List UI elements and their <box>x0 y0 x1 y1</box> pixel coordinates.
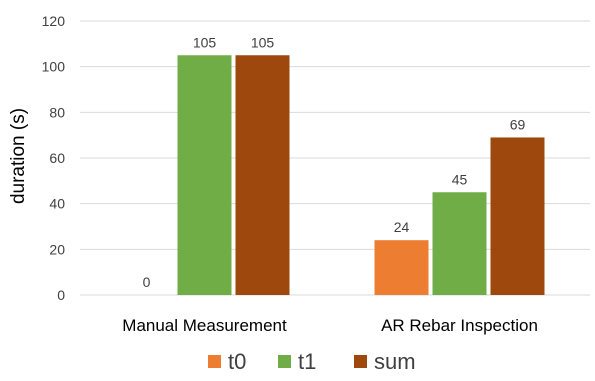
data-label-sum: 69 <box>510 116 526 132</box>
y-tick-label: 100 <box>42 59 66 75</box>
x-axis-ticks: Manual Measurement AR Rebar Inspection <box>122 316 538 335</box>
data-labels: 0 105 105 24 45 69 <box>143 34 526 290</box>
legend-label-sum: sum <box>374 349 416 374</box>
y-tick-label: 80 <box>49 104 65 120</box>
data-label-t0: 24 <box>394 219 410 235</box>
gridlines <box>80 20 590 296</box>
x-tick-label: Manual Measurement <box>122 316 287 335</box>
data-label-t1: 105 <box>193 34 217 50</box>
y-tick-label: 120 <box>42 13 66 29</box>
y-tick-label: 0 <box>57 287 65 303</box>
y-axis-ticks: 0 20 40 60 80 100 120 <box>42 13 66 303</box>
bar-t0 <box>374 240 429 295</box>
y-tick-label: 20 <box>49 241 65 257</box>
bar-t1 <box>177 55 232 295</box>
bar-sum <box>490 137 545 295</box>
legend-label-t1: t1 <box>298 349 316 374</box>
bar-sum <box>235 55 290 295</box>
y-tick-label: 40 <box>49 196 65 212</box>
data-label-sum: 105 <box>251 34 275 50</box>
bars <box>177 55 545 295</box>
data-label-t0: 0 <box>143 274 151 290</box>
data-label-t1: 45 <box>452 171 468 187</box>
y-tick-label: 60 <box>49 150 65 166</box>
legend: t0 t1 sum <box>208 349 416 374</box>
legend-swatch-t1 <box>278 355 291 368</box>
y-axis-title: duration (s) <box>8 108 29 204</box>
bar-t1 <box>432 192 487 295</box>
legend-label-t0: t0 <box>228 349 246 374</box>
legend-swatch-sum <box>354 355 367 368</box>
x-tick-label: AR Rebar Inspection <box>381 316 538 335</box>
legend-swatch-t0 <box>208 355 221 368</box>
